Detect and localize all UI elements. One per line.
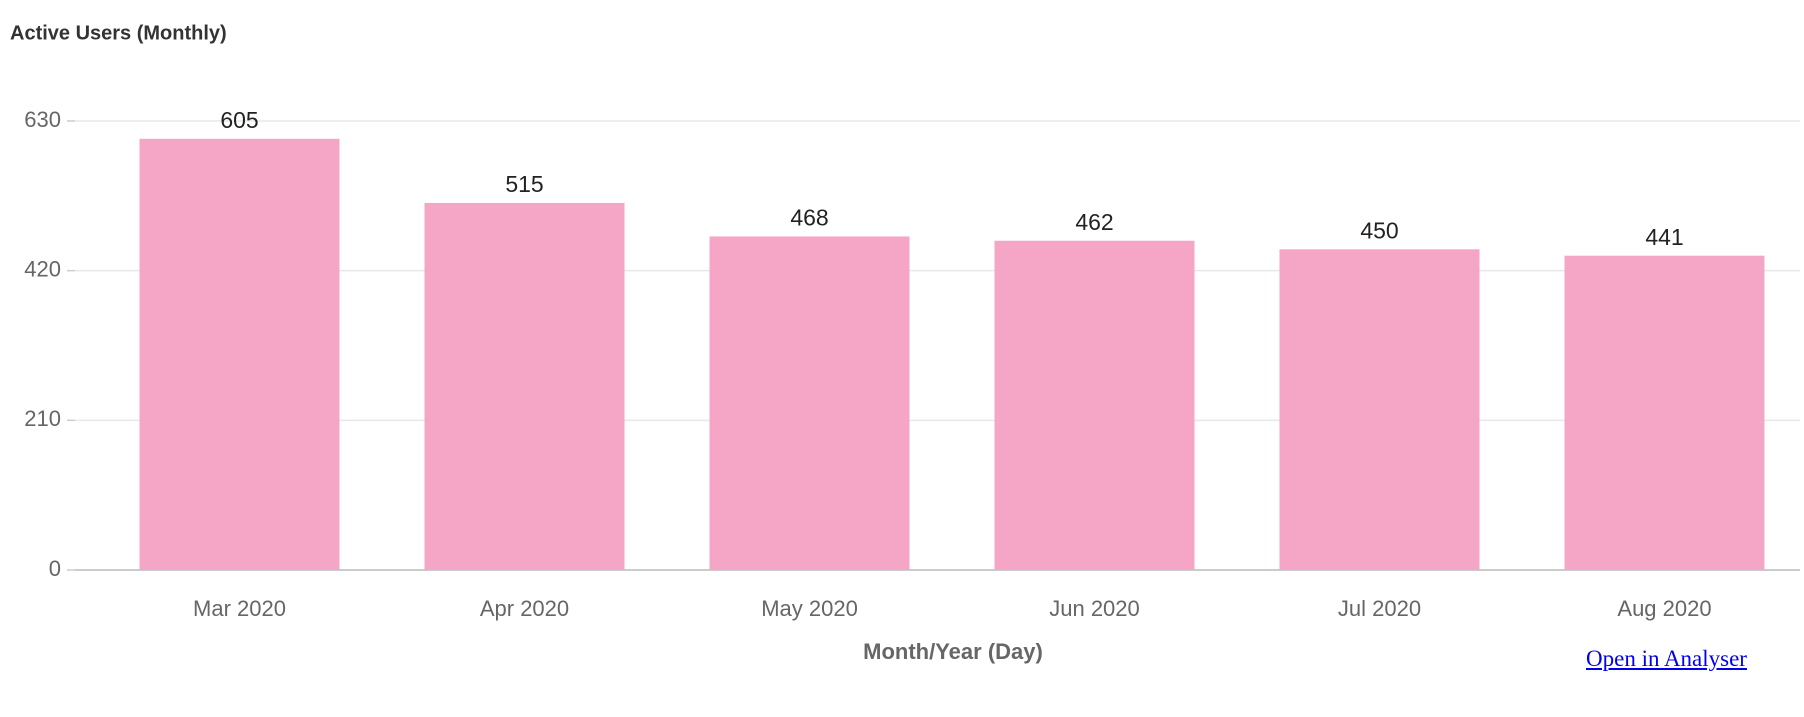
x-tick-label: Aug 2020 [1617,596,1711,621]
chart-title: Active Users (Monthly) [10,22,227,44]
x-tick-label: Mar 2020 [193,596,286,621]
open-in-analyser-link[interactable]: Open in Analyser [1586,646,1747,671]
data-label: 450 [1360,217,1398,243]
bar [709,236,910,570]
x-tick-label: Apr 2020 [480,596,569,621]
bar [139,138,340,571]
bar [994,240,1195,570]
bar [424,202,625,570]
y-tick-label: 630 [24,107,61,132]
data-label: 515 [505,171,543,197]
y-tick-label: 420 [24,256,61,281]
data-label: 462 [1075,209,1113,235]
x-axis-title: Month/Year (Day) [863,639,1043,664]
data-label: 441 [1645,224,1683,250]
bar [1564,255,1765,570]
bar [1279,249,1480,571]
y-tick-label: 0 [49,556,61,581]
x-tick-label: Jul 2020 [1338,596,1421,621]
y-tick-label: 210 [24,406,61,431]
x-tick-label: May 2020 [761,596,858,621]
data-label: 605 [220,107,258,133]
x-tick-label: Jun 2020 [1049,596,1140,621]
data-label: 468 [790,205,828,231]
